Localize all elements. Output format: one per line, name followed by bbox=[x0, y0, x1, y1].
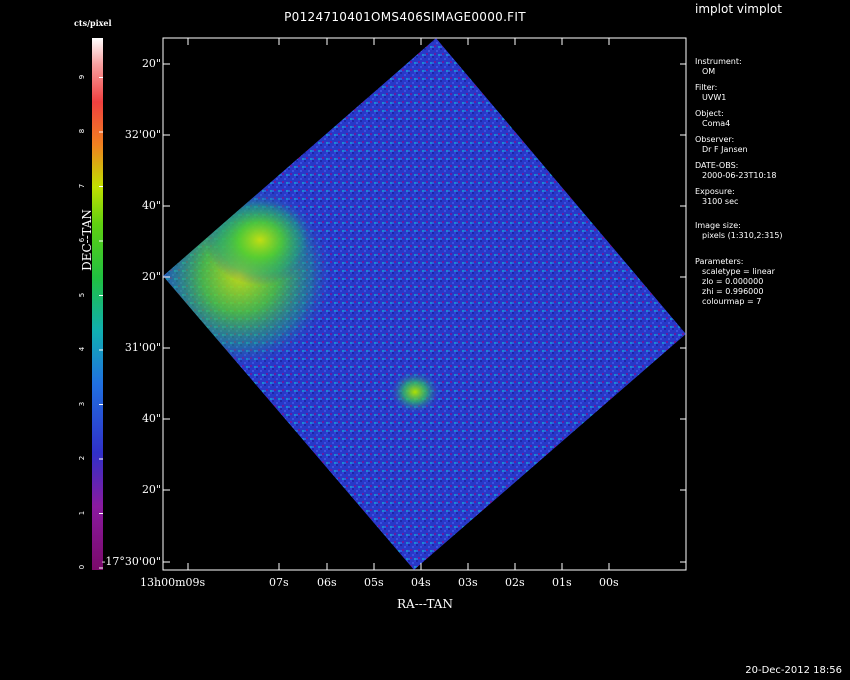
image-size-value: pixels (1:310,2:315) bbox=[702, 231, 783, 240]
ra-tick-label: 02s bbox=[505, 576, 525, 589]
object-label: Object: bbox=[695, 109, 724, 118]
window-title: implot vimplot bbox=[695, 2, 782, 16]
ra-tick-label: 00s bbox=[599, 576, 619, 589]
observer-value: Dr F Jansen bbox=[702, 145, 748, 154]
axis-ticks bbox=[163, 38, 686, 570]
instrument-value: OM bbox=[702, 67, 716, 76]
sky-image bbox=[163, 38, 686, 570]
colorbar-tick-label: 5 bbox=[78, 292, 87, 297]
dec-tick-label: 20" bbox=[141, 57, 161, 70]
image-size-label: Image size: bbox=[695, 221, 741, 230]
date-obs-label: DATE-OBS: bbox=[695, 161, 739, 170]
param-zhi: zhi = 0.996000 bbox=[702, 287, 764, 296]
colorbar-label: cts/pixel bbox=[74, 18, 112, 28]
ra-tick-label: 04s bbox=[411, 576, 431, 589]
dec-tick-label: 20" bbox=[141, 270, 161, 283]
filter-value: UVW1 bbox=[702, 93, 727, 102]
colorbar-tick-label: 4 bbox=[78, 346, 87, 352]
object-value: Coma4 bbox=[702, 119, 731, 128]
param-zlo: zlo = 0.000000 bbox=[702, 277, 764, 286]
dec-tick-label: 40" bbox=[141, 199, 161, 212]
colorbar-tick-label: 9 bbox=[78, 74, 87, 79]
plot-title: P0124710401OMS406SIMAGE0000.FIT bbox=[284, 10, 526, 24]
dec-tick-label: 40" bbox=[141, 412, 161, 425]
colorbar-tick-label: 7 bbox=[78, 183, 87, 188]
y-axis-label: DEC--TAN bbox=[80, 209, 94, 271]
ra-tick-label: 03s bbox=[458, 576, 478, 589]
observer-label: Observer: bbox=[695, 135, 735, 144]
colorbar-tick-label: 8 bbox=[78, 128, 87, 134]
colorbar-tick-label: 2 bbox=[78, 455, 87, 461]
dec-tick-label: 32'00" bbox=[124, 128, 161, 141]
plot-frame bbox=[162, 37, 687, 571]
ra-tick-label: 01s bbox=[552, 576, 572, 589]
param-colourmap: colourmap = 7 bbox=[702, 297, 762, 306]
colorbar-ticks bbox=[99, 77, 103, 569]
colorbar-tick-label: 1 bbox=[78, 510, 87, 515]
parameters-label: Parameters: bbox=[695, 257, 744, 266]
ra-tick-label: 07s bbox=[269, 576, 289, 589]
dec-tick-label: 20" bbox=[141, 483, 161, 496]
instrument-label: Instrument: bbox=[695, 57, 742, 66]
info-panel: Instrument: OM Filter: UVW1 Object: Coma4 O… bbox=[695, 57, 845, 313]
exposure-value: 3100 sec bbox=[702, 197, 739, 206]
filter-label: Filter: bbox=[695, 83, 718, 92]
dec-tick-label: 31'00" bbox=[124, 341, 161, 354]
ra-tick-label: 13h00m09s bbox=[140, 576, 206, 589]
colorbar-tick-label: 0 bbox=[78, 564, 87, 570]
timestamp: 20-Dec-2012 18:56 bbox=[745, 665, 842, 676]
ra-tick-label: 05s bbox=[364, 576, 384, 589]
date-obs-value: 2000-06-23T10:18 bbox=[702, 171, 777, 180]
dec-tick-label: -17°30'00" bbox=[101, 555, 161, 568]
x-axis-label: RA---TAN bbox=[397, 597, 453, 611]
ra-tick-label: 06s bbox=[317, 576, 337, 589]
colorbar bbox=[92, 38, 103, 570]
exposure-label: Exposure: bbox=[695, 187, 735, 196]
param-scaletype: scaletype = linear bbox=[702, 267, 775, 276]
colorbar-tick-label: 3 bbox=[78, 401, 87, 406]
